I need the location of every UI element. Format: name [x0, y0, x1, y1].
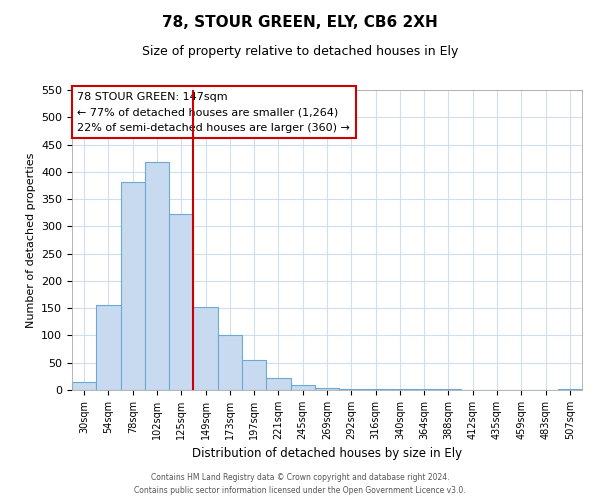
Bar — [96, 306, 121, 390]
Bar — [218, 336, 242, 390]
Bar — [266, 378, 290, 390]
Bar — [290, 384, 315, 390]
Bar — [242, 360, 266, 390]
Y-axis label: Number of detached properties: Number of detached properties — [26, 152, 35, 328]
Bar — [558, 389, 582, 390]
Bar — [72, 382, 96, 390]
Text: 78, STOUR GREEN, ELY, CB6 2XH: 78, STOUR GREEN, ELY, CB6 2XH — [162, 15, 438, 30]
Text: Size of property relative to detached houses in Ely: Size of property relative to detached ho… — [142, 45, 458, 58]
Bar — [193, 306, 218, 390]
Bar — [145, 162, 169, 390]
X-axis label: Distribution of detached houses by size in Ely: Distribution of detached houses by size … — [192, 448, 462, 460]
Text: 78 STOUR GREEN: 147sqm
← 77% of detached houses are smaller (1,264)
22% of semi-: 78 STOUR GREEN: 147sqm ← 77% of detached… — [77, 92, 350, 132]
Bar — [315, 388, 339, 390]
Bar — [169, 214, 193, 390]
Bar — [121, 182, 145, 390]
Text: Contains HM Land Registry data © Crown copyright and database right 2024.
Contai: Contains HM Land Registry data © Crown c… — [134, 474, 466, 495]
Bar — [339, 389, 364, 390]
